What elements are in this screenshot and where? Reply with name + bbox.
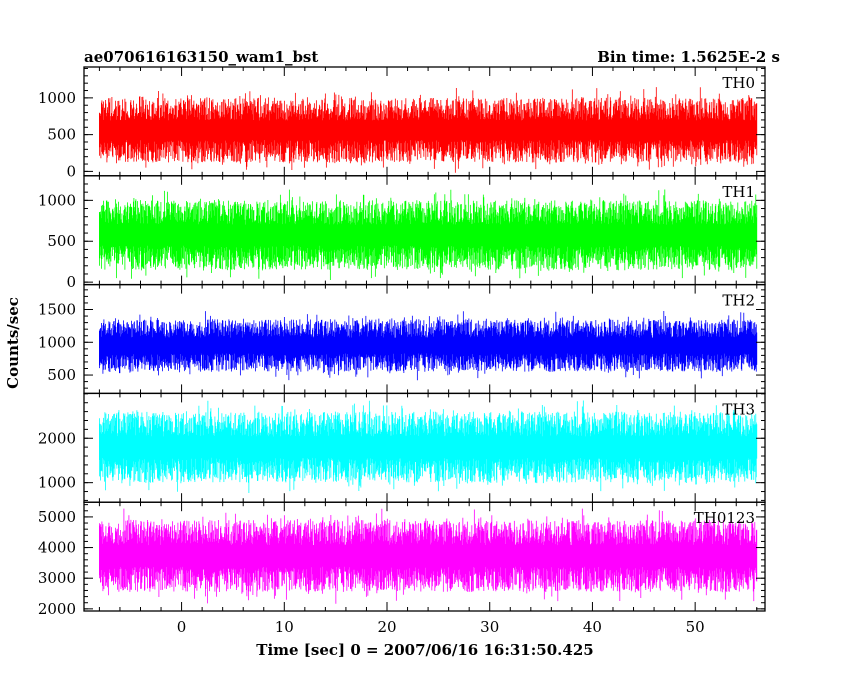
panel-th1: 0 500 1000 TH1 bbox=[38, 175, 766, 291]
y-tick-label: 3000 bbox=[38, 569, 76, 587]
plot-title: ae070616163150_wam1_bst bbox=[84, 48, 318, 66]
panel-th2: 500 1000 1500 TH2 bbox=[38, 283, 766, 395]
series-th0-line bbox=[99, 87, 758, 173]
x-tick-label: 30 bbox=[480, 618, 499, 636]
x-tick-label: 10 bbox=[275, 618, 294, 636]
x-tick-label: 20 bbox=[377, 618, 396, 636]
y-tick-label: 2000 bbox=[38, 429, 76, 447]
series-label-th0: TH0 bbox=[722, 74, 755, 92]
y-tick-label: 500 bbox=[47, 126, 76, 144]
y-tick-label: 1500 bbox=[38, 301, 76, 319]
x-tick-label: 40 bbox=[583, 618, 602, 636]
y-tick-label: 1000 bbox=[38, 191, 76, 209]
x-axis-label: Time [sec] 0 = 2007/06/16 16:31:50.425 bbox=[256, 641, 593, 659]
y-tick-label: 0 bbox=[66, 273, 76, 291]
y-axis-label: Counts/sec bbox=[4, 297, 22, 389]
series-th2-line bbox=[99, 311, 758, 381]
bin-time-label: Bin time: 1.5625E-2 s bbox=[597, 48, 780, 66]
panel-th0: 0 500 1000 TH0 bbox=[38, 66, 766, 180]
panel-th3: 1000 2000 TH3 bbox=[38, 392, 766, 503]
x-tick-label: 0 bbox=[177, 618, 187, 636]
y-tick-label: 4000 bbox=[38, 539, 76, 557]
series-th1-line bbox=[99, 189, 758, 280]
series-label-th1: TH1 bbox=[722, 183, 755, 201]
panel-frame bbox=[83, 501, 766, 612]
y-tick-label: 500 bbox=[47, 366, 76, 384]
y-tick-label: 500 bbox=[47, 232, 76, 250]
series-th0123-line bbox=[99, 508, 758, 604]
x-tick-label: 50 bbox=[686, 618, 705, 636]
y-tick-label: 1000 bbox=[38, 333, 76, 351]
series-label-th0123: TH0123 bbox=[694, 509, 755, 527]
y-tick-label: 5000 bbox=[38, 508, 76, 526]
series-label-th2: TH2 bbox=[722, 292, 755, 310]
y-tick-label: 1000 bbox=[38, 474, 76, 492]
series-label-th3: TH3 bbox=[722, 400, 755, 418]
y-tick-label: 0 bbox=[66, 162, 76, 180]
panel-th0123: 2000 3000 4000 5000 TH0123 bbox=[38, 501, 766, 618]
series-th3-line bbox=[99, 400, 758, 493]
y-tick-label: 1000 bbox=[38, 89, 76, 107]
y-tick-label: 2000 bbox=[38, 600, 76, 618]
